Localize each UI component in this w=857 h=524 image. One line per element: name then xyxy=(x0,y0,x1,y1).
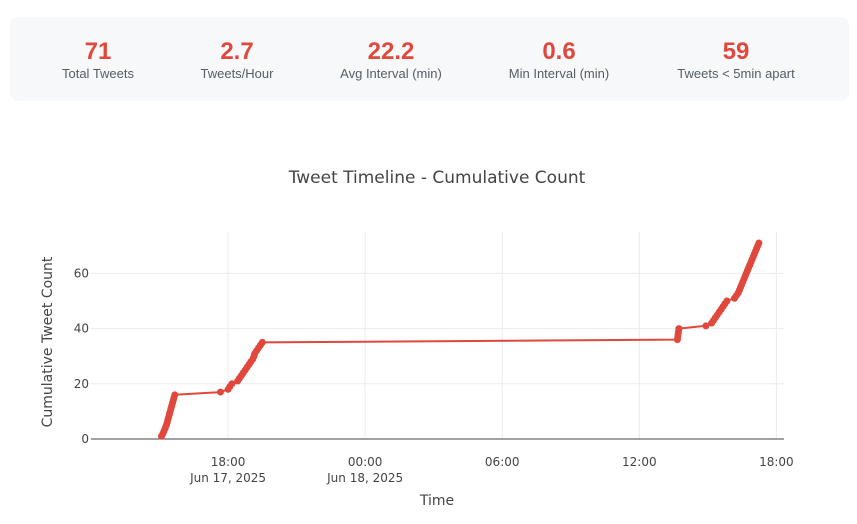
y-axis-title: Cumulative Tweet Count xyxy=(40,256,56,427)
data-point xyxy=(258,338,266,346)
series-layer xyxy=(157,239,763,440)
stat-value: 71 xyxy=(84,38,112,65)
stat-label: Total Tweets xyxy=(61,66,135,81)
stat-tweets-under-5min: 59 Tweets < 5min apart xyxy=(656,39,816,82)
y-tick-label: 40 xyxy=(74,322,89,336)
x-axis-title: Time xyxy=(419,493,454,509)
grid-layer xyxy=(91,232,784,439)
data-point xyxy=(228,380,236,388)
stat-label: Min Interval (min) xyxy=(508,66,610,81)
stat-value: 0.6 xyxy=(542,38,576,65)
chart-title: Tweet Timeline - Cumulative Count xyxy=(288,168,586,188)
data-point xyxy=(171,391,179,399)
stat-avg-interval: 22.2 Avg Interval (min) xyxy=(311,39,471,82)
stat-label: Tweets < 5min apart xyxy=(677,66,795,81)
stat-total-tweets: 71 Total Tweets xyxy=(18,39,178,82)
data-point xyxy=(702,322,710,330)
stat-label: Tweets/Hour xyxy=(200,66,274,81)
axis-layer: 18:00 Jun 17, 2025 00:00 Jun 18, 2025 06:00 1… xyxy=(74,266,794,485)
x-tick-label: 06:00 xyxy=(485,455,520,469)
stat-value: 59 xyxy=(722,38,750,65)
data-point xyxy=(675,325,683,333)
y-tick-label: 20 xyxy=(74,377,89,391)
data-point xyxy=(216,388,224,396)
x-tick-label: 00:00 xyxy=(348,455,383,469)
data-point xyxy=(723,297,731,305)
stat-min-interval: 0.6 Min Interval (min) xyxy=(479,39,639,82)
x-tick-label: 18:00 xyxy=(211,455,246,469)
x-tick-label: 12:00 xyxy=(622,455,657,469)
stat-value: 2.7 xyxy=(220,38,254,65)
stat-tweets-per-hour: 2.7 Tweets/Hour xyxy=(157,39,317,82)
y-tick-label: 0 xyxy=(81,432,89,446)
x-tick-label: 18:00 xyxy=(759,455,794,469)
x-tick-label: Jun 17, 2025 xyxy=(189,471,266,485)
x-tick-label: Jun 18, 2025 xyxy=(326,471,403,485)
series-line xyxy=(160,242,760,437)
stat-value: 22.2 xyxy=(367,38,415,65)
stat-label: Avg Interval (min) xyxy=(340,66,442,81)
data-point xyxy=(755,239,763,247)
stats-panel: 71 Total Tweets 2.7 Tweets/Hour 22.2 Avg… xyxy=(10,17,849,101)
y-tick-label: 60 xyxy=(74,266,89,280)
